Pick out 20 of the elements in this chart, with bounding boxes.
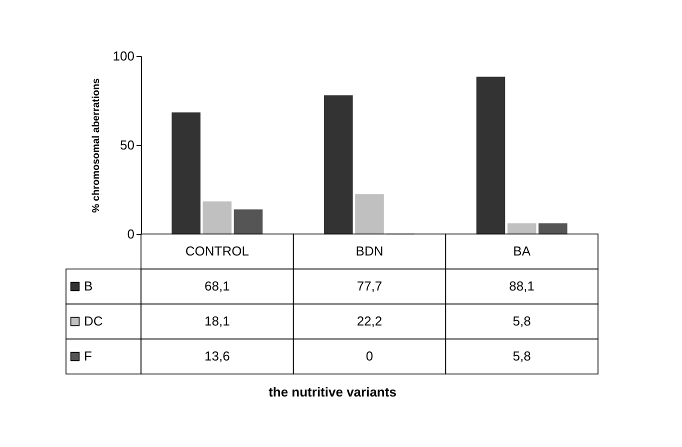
y-tick-label: 100	[112, 48, 134, 64]
data-label: 5,8	[512, 314, 531, 328]
legend-label: B	[84, 278, 93, 294]
legend-label: DC	[84, 314, 103, 328]
y-tick-label: 0	[127, 226, 134, 242]
x-tick-label: CONTROL	[185, 244, 249, 258]
y-axis-title: % chromosomal aberrations	[90, 78, 102, 213]
y-tick-label: 50	[120, 138, 134, 152]
x-tick-label: BDN	[356, 244, 384, 258]
x-tick-label: BA	[513, 244, 531, 258]
data-label: 88,1	[509, 278, 534, 294]
data-label: 22,2	[356, 314, 382, 328]
data-label: 18,1	[204, 314, 230, 328]
data-label: 68,1	[204, 278, 230, 294]
legend-label: F	[84, 348, 92, 364]
data-label: 0	[366, 348, 374, 364]
text: the nutritive variants	[268, 384, 396, 400]
data-label: 77,7	[356, 278, 382, 294]
data-label: 13,6	[204, 348, 230, 364]
data-label: 5,8	[512, 348, 531, 364]
